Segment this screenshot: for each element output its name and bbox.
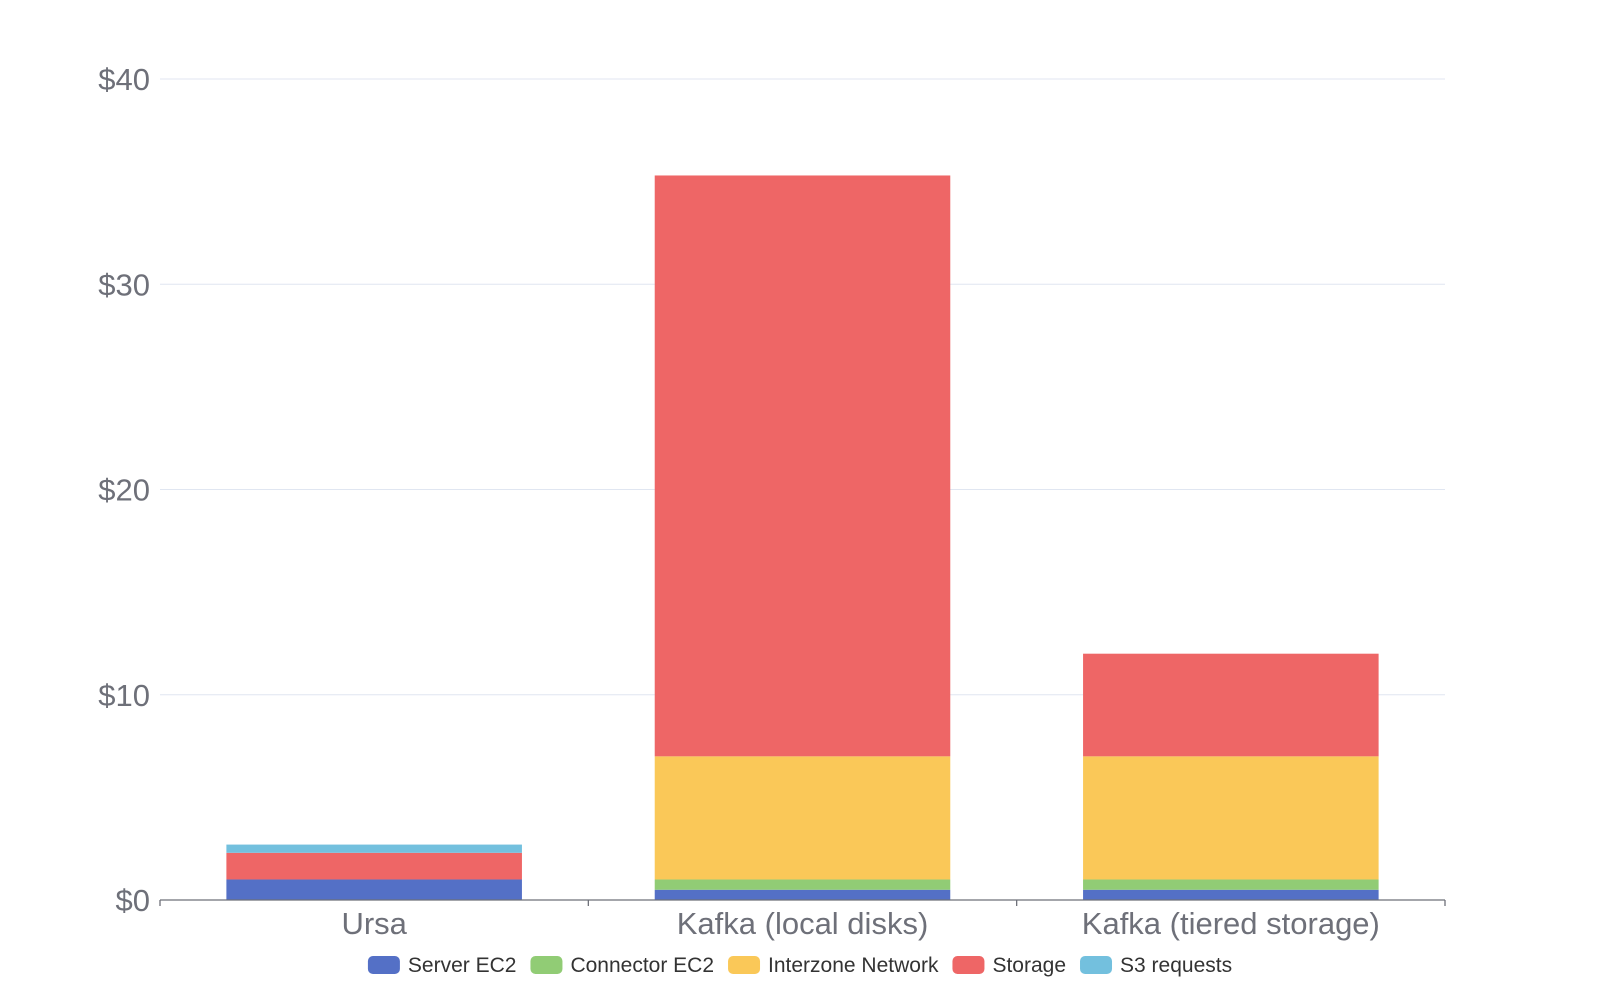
y-tick-label: $10 (98, 678, 150, 713)
legend-label: Server EC2 (408, 954, 517, 977)
legend-label: Storage (992, 954, 1066, 977)
bar-segment-interzone-network-2[interactable] (1083, 756, 1379, 880)
legend-swatch (1080, 956, 1113, 974)
bar-segment-connector-ec2-2[interactable] (1083, 879, 1379, 890)
bar-segment-interzone-network-1[interactable] (654, 756, 951, 880)
legend-swatch (530, 956, 563, 974)
bar-segment-storage-2[interactable] (1083, 653, 1379, 757)
legend-swatch (952, 956, 985, 974)
y-tick-label: $40 (98, 62, 150, 97)
bars (226, 175, 1379, 900)
legend-item-connector-ec2[interactable]: Connector EC2 (530, 954, 714, 977)
x-tick-label: Kafka (local disks) (677, 906, 929, 941)
y-tick-label: $30 (98, 267, 150, 302)
bar-segment-s3-requests-0[interactable] (226, 844, 522, 853)
legend-item-s3-requests[interactable]: S3 requests (1080, 954, 1232, 977)
x-tick-label: Ursa (341, 906, 407, 941)
legend-label: S3 requests (1120, 954, 1232, 977)
legend-item-interzone-network[interactable]: Interzone Network (728, 954, 939, 977)
legend: Server EC2 Connector EC2 Interzone Network… (367, 954, 1232, 977)
x-tick-label: Kafka (tiered storage) (1082, 906, 1380, 941)
bar-segment-server-ec2-0[interactable] (226, 879, 522, 900)
legend-item-storage[interactable]: Storage (952, 954, 1066, 977)
legend-swatch (728, 956, 761, 974)
bar-segment-server-ec2-2[interactable] (1083, 889, 1379, 900)
legend-item-server-ec2[interactable]: Server EC2 (367, 954, 517, 977)
axes: $0 $10 $20 $30 $40 Ursa Kafka (local disks) Kaf… (98, 62, 1446, 941)
legend-swatch (367, 956, 400, 974)
bar-segment-server-ec2-1[interactable] (654, 889, 951, 900)
bar-segment-storage-1[interactable] (654, 175, 951, 757)
legend-label: Interzone Network (768, 954, 939, 977)
bar-segment-connector-ec2-1[interactable] (654, 879, 951, 890)
y-tick-label: $20 (98, 473, 150, 508)
bar-segment-storage-0[interactable] (226, 852, 522, 880)
legend-label: Connector EC2 (570, 954, 714, 977)
y-tick-label: $0 (116, 883, 150, 918)
